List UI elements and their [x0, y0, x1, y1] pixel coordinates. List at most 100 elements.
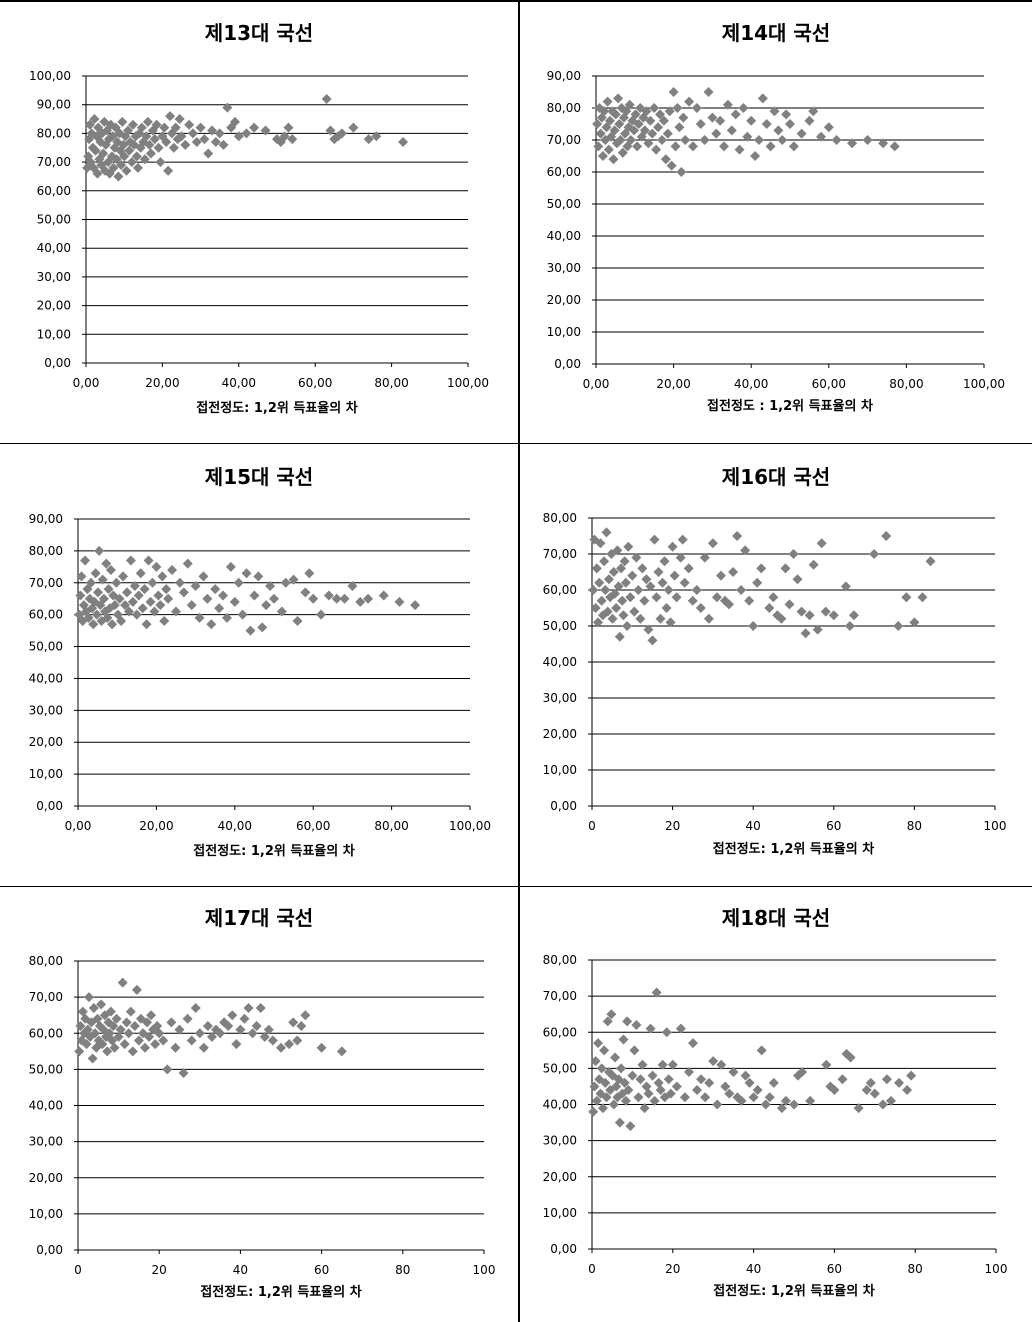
- data-point: [97, 1039, 108, 1050]
- data-point: [124, 145, 135, 156]
- data-point: [664, 106, 675, 117]
- data-point: [720, 1081, 731, 1092]
- data-point: [263, 1024, 274, 1035]
- data-point: [726, 125, 737, 136]
- scatter-chart-18: 제18대 국선 0,00 10,00 20,00 30,00 40,00 50,00 60,0…: [543, 906, 1008, 1299]
- data-point: [84, 119, 95, 130]
- data-point: [141, 619, 152, 630]
- data-point: [131, 609, 142, 620]
- data-point: [821, 1059, 832, 1070]
- data-point: [77, 616, 88, 627]
- y-tick-label: 70,00: [543, 547, 577, 561]
- data-point: [145, 596, 156, 607]
- data-point: [127, 596, 138, 607]
- data-point: [347, 580, 358, 591]
- data-point: [260, 125, 271, 136]
- data-point: [89, 596, 100, 607]
- data-point: [596, 112, 607, 123]
- data-point: [869, 549, 880, 559]
- data-point: [145, 148, 156, 159]
- data-point: [152, 1021, 163, 1032]
- x-tick-label: 60,00: [298, 376, 332, 390]
- data-point: [909, 617, 920, 628]
- data-point: [279, 131, 290, 142]
- data-point: [668, 87, 679, 97]
- data-point: [889, 141, 900, 152]
- data-point: [308, 593, 319, 604]
- data-point: [780, 1095, 791, 1106]
- data-point: [732, 1092, 743, 1103]
- data-point: [651, 592, 662, 603]
- data-point: [186, 1035, 197, 1046]
- data-point: [87, 1053, 98, 1064]
- data-point: [716, 1059, 727, 1070]
- data-point: [629, 606, 640, 617]
- data-point: [88, 1002, 99, 1013]
- data-point: [178, 1067, 189, 1078]
- data-point: [593, 141, 604, 152]
- data-point: [592, 119, 603, 129]
- y-tick-label: 70,00: [547, 133, 581, 147]
- data-point: [776, 613, 787, 624]
- y-tick-label: 70,00: [37, 155, 71, 169]
- data-point: [780, 563, 791, 574]
- data-point: [599, 106, 610, 117]
- data-point: [139, 154, 150, 165]
- data-point: [296, 1021, 307, 1032]
- data-point: [92, 587, 103, 598]
- data-point: [167, 565, 178, 576]
- x-tick-label: 60,00: [812, 377, 846, 391]
- x-tick-label: 100: [984, 819, 1007, 833]
- data-point: [600, 1077, 611, 1088]
- data-point: [696, 1074, 707, 1085]
- data-point: [679, 1092, 690, 1103]
- data-point: [748, 621, 759, 631]
- data-point: [235, 1024, 246, 1035]
- data-point: [772, 610, 783, 621]
- data-point: [137, 603, 148, 614]
- data-point: [671, 1081, 682, 1092]
- data-point: [845, 1052, 856, 1063]
- data-point: [195, 122, 206, 133]
- data-point: [620, 1095, 631, 1106]
- data-point: [738, 103, 749, 113]
- data-point: [660, 154, 671, 165]
- data-point: [109, 600, 120, 611]
- data-point: [144, 1031, 155, 1042]
- data-point: [120, 600, 131, 611]
- data-point: [607, 106, 618, 117]
- data-point: [594, 103, 605, 113]
- x-tick-label: 80,00: [889, 377, 923, 391]
- data-point: [153, 590, 164, 601]
- data-point: [91, 609, 102, 620]
- data-point: [756, 563, 767, 574]
- data-point: [95, 600, 106, 611]
- data-point: [793, 1070, 804, 1081]
- data-point: [804, 610, 815, 621]
- data-point: [206, 1031, 217, 1042]
- data-point: [108, 1021, 119, 1032]
- data-point: [613, 93, 624, 104]
- y-tick-label: 40,00: [29, 1099, 63, 1113]
- data-point: [724, 599, 735, 610]
- y-tick-label: 50,00: [543, 1061, 577, 1075]
- data-point: [615, 135, 626, 145]
- data-point: [241, 568, 252, 579]
- x-axis-label: 접전정도: 1,2위 득표율의 차: [713, 841, 874, 857]
- y-tick-label: 60,00: [547, 165, 581, 179]
- data-point: [618, 610, 629, 621]
- data-point: [171, 606, 181, 617]
- x-tick-label: 20,00: [139, 819, 173, 833]
- y-tick-label: 30,00: [543, 691, 577, 705]
- data-point: [728, 1066, 739, 1077]
- y-tick-label: 10,00: [29, 1207, 63, 1221]
- data-point: [210, 584, 221, 595]
- data-point: [170, 122, 181, 133]
- x-tick-label: 0: [588, 819, 596, 833]
- data-point: [229, 116, 240, 127]
- data-point: [627, 1070, 638, 1081]
- data-point: [677, 534, 688, 545]
- y-tick-label: 100,00: [29, 69, 71, 83]
- data-point: [619, 556, 630, 567]
- divider-row-2: [0, 886, 1032, 887]
